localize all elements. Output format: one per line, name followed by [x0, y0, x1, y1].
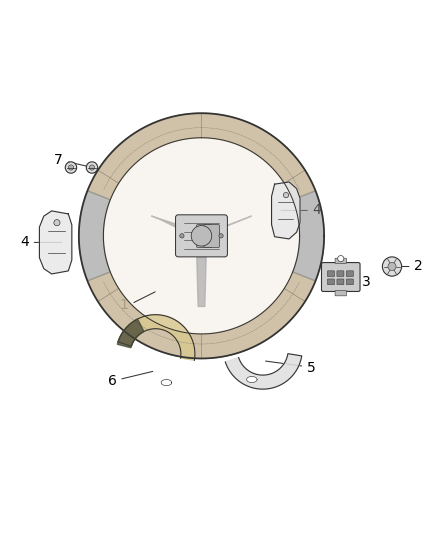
Text: 2: 2 — [414, 260, 423, 273]
Circle shape — [338, 255, 344, 262]
Circle shape — [86, 162, 98, 173]
Circle shape — [54, 220, 60, 226]
Circle shape — [219, 233, 223, 238]
Polygon shape — [161, 379, 172, 386]
Circle shape — [382, 257, 402, 276]
FancyBboxPatch shape — [321, 263, 360, 292]
FancyBboxPatch shape — [337, 279, 344, 285]
Polygon shape — [118, 314, 195, 360]
Circle shape — [388, 262, 396, 271]
Text: 4: 4 — [20, 236, 29, 249]
Polygon shape — [247, 376, 257, 383]
Polygon shape — [79, 191, 110, 281]
FancyBboxPatch shape — [328, 271, 335, 277]
Circle shape — [180, 233, 184, 238]
Polygon shape — [117, 319, 144, 348]
Text: 4: 4 — [313, 204, 321, 217]
Polygon shape — [197, 257, 206, 306]
Polygon shape — [272, 182, 300, 239]
Text: 7: 7 — [54, 153, 63, 167]
Text: 5: 5 — [307, 361, 316, 375]
Polygon shape — [198, 216, 252, 238]
Text: 6: 6 — [108, 374, 117, 388]
Polygon shape — [88, 113, 315, 200]
Polygon shape — [88, 272, 315, 359]
Text: 3: 3 — [362, 275, 371, 289]
Polygon shape — [225, 354, 302, 389]
FancyBboxPatch shape — [335, 258, 346, 263]
Polygon shape — [151, 216, 205, 238]
Polygon shape — [39, 211, 72, 274]
Circle shape — [283, 192, 289, 198]
FancyBboxPatch shape — [346, 279, 353, 285]
Circle shape — [65, 162, 77, 173]
Polygon shape — [293, 191, 324, 281]
Circle shape — [191, 225, 212, 246]
FancyBboxPatch shape — [335, 290, 346, 296]
FancyBboxPatch shape — [196, 224, 212, 247]
FancyBboxPatch shape — [346, 271, 353, 277]
FancyBboxPatch shape — [204, 224, 219, 247]
FancyBboxPatch shape — [328, 279, 335, 285]
FancyBboxPatch shape — [337, 271, 344, 277]
Circle shape — [89, 165, 95, 170]
Polygon shape — [103, 138, 300, 334]
Text: 1: 1 — [120, 298, 129, 312]
FancyBboxPatch shape — [176, 215, 227, 257]
Circle shape — [68, 165, 74, 170]
